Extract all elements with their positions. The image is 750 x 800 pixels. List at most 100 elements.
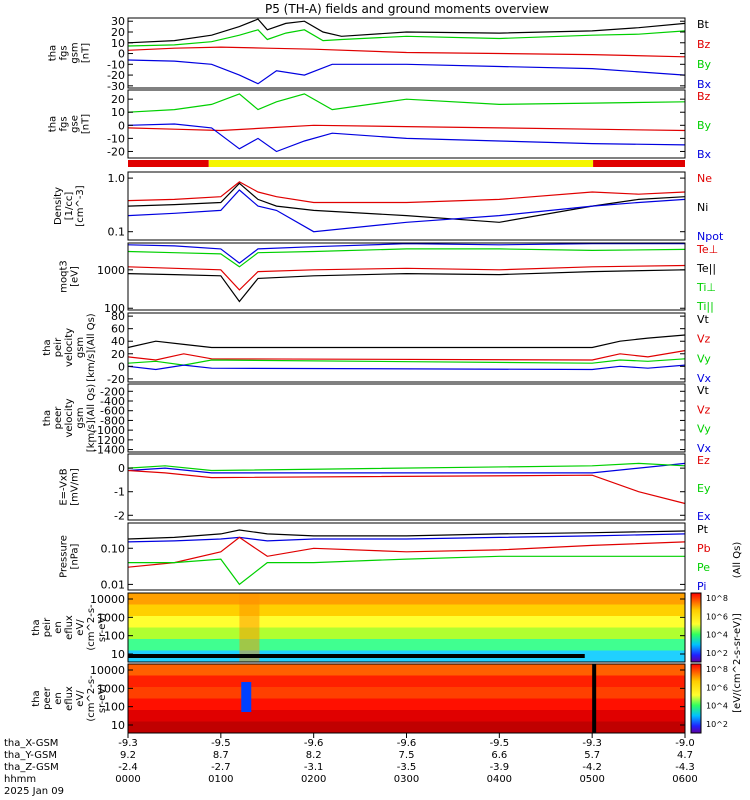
- y-tick-label: 60: [111, 323, 125, 336]
- y-tick-label: 10: [111, 648, 125, 661]
- x-tick-label: -9.5: [490, 738, 510, 749]
- y-axis-label: eflux: [64, 615, 75, 640]
- legend-pt: Pt: [697, 523, 709, 536]
- legend-by: By: [697, 119, 712, 132]
- y-axis-label: eflux: [64, 686, 75, 711]
- colorbar-units: (All Qs): [732, 542, 743, 579]
- y-axis-label: sr-eV): [97, 684, 108, 713]
- time-axis-row-label: tha_Y-GSM: [4, 750, 57, 761]
- y-axis-label: velocity: [64, 398, 75, 437]
- y-tick-label: 0.1: [108, 226, 126, 239]
- y-axis-label: [eV]: [70, 266, 81, 287]
- y-tick-label: 10000: [90, 664, 125, 677]
- y-tick-label: 0: [118, 119, 125, 132]
- y-tick-label: -1400: [93, 444, 125, 457]
- series-pi: [127, 533, 686, 543]
- y-tick-label: 10: [111, 37, 125, 50]
- series-bz: [127, 124, 686, 132]
- time-axis-row-label: 2025 Jan 09: [4, 786, 64, 797]
- mode-bar-red-left: [128, 160, 209, 167]
- spectrogram-band: [128, 627, 685, 640]
- y-axis-label: velocity: [64, 328, 75, 367]
- legend-bx: Bx: [697, 148, 712, 161]
- series-pe: [128, 555, 685, 586]
- y-axis-label: tha: [42, 339, 53, 355]
- y-axis-label: E=-VxB: [59, 468, 70, 505]
- panel-frame: [127, 17, 686, 89]
- series-bz: [127, 46, 686, 58]
- panel-frame: [127, 312, 686, 383]
- mode-bar-yellow: [208, 160, 594, 167]
- colorbar-tick: 10^8: [706, 665, 728, 674]
- y-tick-label: -1200: [93, 434, 125, 447]
- y-axis-label: sr-eV): [97, 613, 108, 642]
- y-tick-label: 10: [111, 106, 125, 119]
- y-axis-label: peer: [42, 686, 53, 710]
- series-by: [127, 93, 686, 113]
- y-tick-label: -10: [107, 132, 125, 145]
- spectrogram-band: [128, 664, 685, 676]
- y-tick-label: 0.01: [101, 578, 126, 591]
- spectrogram-band: [128, 604, 685, 617]
- legend-bt: Bt: [697, 18, 710, 31]
- x-tick-label: 4.7: [677, 750, 693, 761]
- x-tick-label: 0000: [115, 774, 140, 785]
- legend-ez: Ez: [697, 454, 710, 467]
- colorbar: 10^8 10^6 10^4 10^2 10^8 10^6 10^4 10^2 [eV/(cm^…: [690, 542, 743, 734]
- panel-frame: [127, 89, 686, 159]
- y-tick-label: -1: [114, 486, 125, 499]
- series-vy: [127, 358, 686, 366]
- y-axis-label: peer: [53, 406, 64, 430]
- y-tick-label: -20: [107, 373, 125, 386]
- y-axis-label: (cm^2-s-: [86, 604, 97, 651]
- x-tick-label: -4.3: [675, 762, 695, 773]
- y-tick-label: -1000: [93, 424, 125, 437]
- y-tick-label: 0.10: [101, 542, 126, 555]
- legend-bz: Bz: [697, 90, 711, 103]
- x-tick-label: 9.2: [120, 750, 136, 761]
- y-axis-label: [mV/m]: [70, 468, 81, 506]
- y-axis-label: tha: [31, 690, 42, 706]
- y-tick-label: 0: [118, 462, 125, 475]
- y-axis-label: en: [53, 621, 64, 634]
- y-tick-label: 100: [104, 630, 125, 643]
- y-tick-label: 1000: [97, 682, 125, 695]
- x-tick-label: 0400: [487, 774, 512, 785]
- y-axis-label: [1/cc]: [64, 192, 75, 221]
- panel-frame: [127, 171, 686, 241]
- legend-vz: Vz: [697, 403, 711, 416]
- legend-pe: Pe: [697, 561, 710, 574]
- spectrogram-feature: [241, 682, 252, 712]
- mode-bar-red-right: [593, 160, 685, 167]
- y-axis-label: peir: [53, 337, 64, 357]
- legend-by: By: [697, 58, 712, 71]
- series-vx: [127, 364, 686, 371]
- time-axis-row-label: tha_Z-GSM: [4, 762, 59, 773]
- y-axis-label: tha: [48, 45, 59, 61]
- x-tick-label: -3.1: [304, 762, 324, 773]
- y-axis-label: Density: [53, 187, 64, 225]
- y-axis-label: peir: [42, 617, 53, 637]
- spectrogram-lowband: [128, 654, 585, 658]
- spectrogram-band: [128, 639, 685, 651]
- y-tick-label: 100: [104, 701, 125, 714]
- y-tick-label: 20: [111, 93, 125, 106]
- colorbar-tick: 10^2: [706, 649, 728, 658]
- y-tick-label: -200: [100, 385, 125, 398]
- y-axis-label: gsm: [75, 337, 86, 358]
- time-axis-row-label: tha_X-GSM: [4, 738, 58, 749]
- colorbar-tick: 10^4: [706, 631, 728, 640]
- colorbar-tick: 10^4: [706, 702, 728, 711]
- x-tick-label: -9.6: [397, 738, 417, 749]
- spectrogram-feature: [239, 593, 260, 662]
- y-tick-label: 30: [111, 15, 125, 28]
- y-tick-label: 100: [104, 302, 125, 315]
- y-tick-label: 1000: [97, 264, 125, 277]
- x-tick-label: 0300: [394, 774, 419, 785]
- spectrogram-band: [128, 675, 685, 688]
- series-bx: [127, 123, 686, 153]
- panel-frame: [127, 522, 686, 591]
